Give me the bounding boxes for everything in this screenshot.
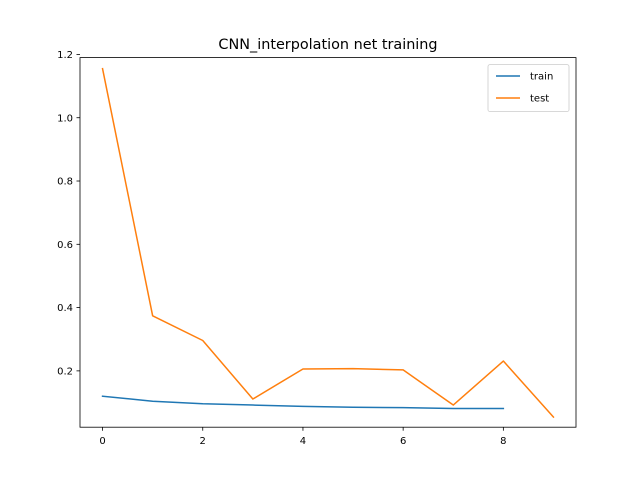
x-tick-label: 6 (400, 436, 406, 447)
y-tick-label: 0.6 (57, 240, 73, 251)
chart-title: CNN_interpolation net training (218, 37, 437, 53)
y-tick-label: 1.2 (57, 50, 73, 61)
series-line-train (101, 395, 505, 410)
x-axis: 0 2 4 6 8 (99, 427, 507, 447)
x-tick-label: 4 (300, 436, 306, 447)
legend: train test (487, 64, 570, 112)
plot-lines (101, 67, 555, 419)
y-tick-label: 0.2 (57, 366, 73, 377)
x-tick-label: 2 (200, 436, 206, 447)
legend-label-train: train (530, 72, 553, 83)
plot-frame (79, 57, 577, 428)
y-tick-label: 0.4 (57, 303, 73, 314)
series-line-test (101, 67, 555, 419)
x-tick-label: 0 (99, 436, 105, 447)
y-tick-label: 1.0 (57, 113, 73, 124)
legend-label-test: test (530, 94, 549, 105)
legend-frame (487, 64, 570, 112)
x-tick-label: 8 (500, 436, 506, 447)
y-axis: 0.2 0.4 0.6 0.8 1.0 1.2 (57, 50, 80, 377)
y-tick-label: 0.8 (57, 177, 73, 188)
